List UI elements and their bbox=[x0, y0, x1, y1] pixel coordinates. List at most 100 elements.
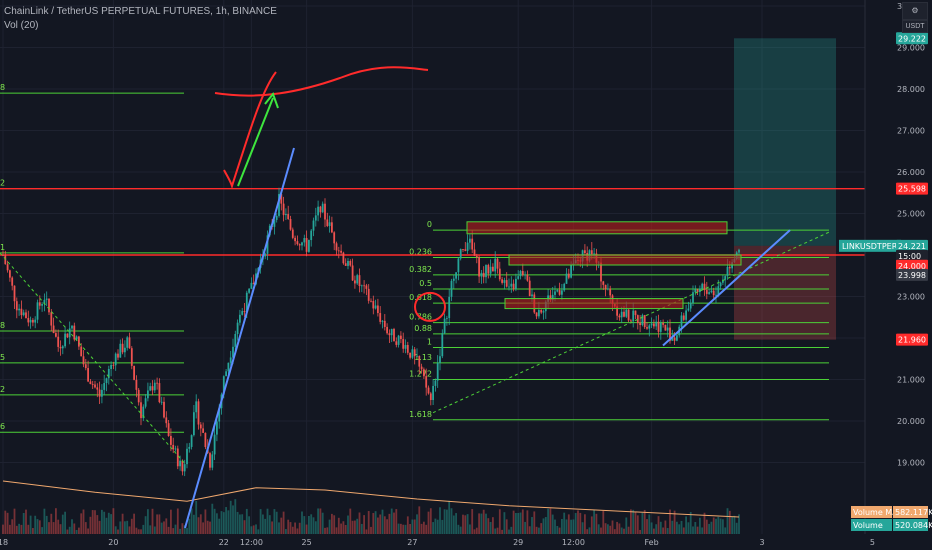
volume-bar bbox=[443, 509, 446, 534]
candle-body bbox=[71, 325, 73, 329]
time-tick-label: 20 bbox=[108, 538, 118, 547]
candle-body bbox=[126, 337, 129, 348]
volume-bar bbox=[268, 515, 271, 534]
volume-bar bbox=[78, 527, 80, 534]
price-tag-label: 23.998 bbox=[898, 271, 926, 280]
volume-bar bbox=[462, 514, 464, 534]
volume-bar bbox=[135, 527, 138, 534]
candle-body bbox=[64, 333, 66, 347]
volume-bar bbox=[13, 508, 16, 534]
candle-body bbox=[218, 408, 221, 422]
candle-body bbox=[319, 206, 322, 213]
candle-body bbox=[347, 260, 349, 266]
candle-body bbox=[616, 306, 618, 316]
fib-label: 0.236 bbox=[409, 247, 432, 256]
candle-body bbox=[298, 244, 301, 246]
volume-bar bbox=[294, 522, 296, 534]
currency-label[interactable]: USDT bbox=[902, 20, 928, 33]
candle-body bbox=[55, 333, 57, 337]
candle-body bbox=[114, 353, 117, 366]
volume-bar bbox=[540, 523, 543, 534]
volume-bar bbox=[388, 513, 391, 534]
volume-bar bbox=[379, 514, 382, 534]
candle-body bbox=[66, 333, 69, 338]
symbol-title: ChainLink / TetherUS PERPETUAL FUTURES, … bbox=[4, 6, 277, 17]
candle-body bbox=[98, 389, 101, 397]
candle-body bbox=[390, 328, 393, 336]
candle-body bbox=[324, 203, 326, 220]
volume-bar bbox=[627, 526, 630, 534]
candle-body bbox=[78, 336, 80, 347]
volume-bar bbox=[321, 512, 324, 534]
volume-bar bbox=[107, 512, 110, 534]
candle-body bbox=[471, 238, 474, 250]
candle-body bbox=[469, 238, 471, 243]
volume-bar bbox=[94, 510, 96, 534]
candle-body bbox=[186, 448, 188, 465]
candle-body bbox=[209, 453, 211, 468]
volume-bar bbox=[250, 526, 253, 534]
candle-body bbox=[84, 364, 87, 369]
volume-bar bbox=[512, 510, 515, 534]
volume-bar bbox=[374, 511, 377, 534]
volume-bar bbox=[673, 510, 676, 534]
candle-body bbox=[278, 194, 280, 216]
volume-bar bbox=[278, 522, 280, 534]
candle-body bbox=[535, 312, 538, 317]
volume-bar bbox=[664, 520, 667, 534]
volume-bar bbox=[439, 507, 441, 534]
volume-bar bbox=[259, 509, 262, 534]
volume-bar bbox=[280, 517, 283, 534]
candle-body bbox=[197, 401, 200, 425]
candle-body bbox=[726, 266, 729, 277]
price-tag bbox=[896, 249, 928, 262]
green-arrow-head bbox=[264, 91, 279, 109]
candle-body bbox=[370, 300, 372, 302]
candle-body bbox=[34, 319, 37, 323]
candle-body bbox=[50, 312, 53, 326]
candle-body bbox=[342, 252, 345, 264]
candle-body bbox=[423, 369, 425, 377]
candle-body bbox=[607, 288, 609, 290]
candle-body bbox=[107, 368, 110, 379]
candle-body bbox=[657, 321, 660, 332]
candle-body bbox=[738, 249, 740, 253]
volume-bar bbox=[301, 511, 303, 534]
volume-bar bbox=[517, 512, 520, 534]
volume-bar bbox=[487, 518, 490, 534]
volume-bar bbox=[558, 527, 561, 534]
volume-indicator-label[interactable]: Vol (20) bbox=[4, 20, 39, 31]
volume-bar bbox=[480, 513, 483, 534]
volume-value-tag bbox=[893, 506, 928, 518]
volume-tag-label: Volume bbox=[853, 521, 883, 530]
settings-icon[interactable]: ⚙ bbox=[902, 2, 928, 20]
volume-bar bbox=[400, 523, 402, 534]
left-dashed-trend bbox=[0, 252, 185, 463]
volume-bar bbox=[494, 528, 497, 534]
volume-bar bbox=[593, 509, 595, 534]
candle-body bbox=[659, 323, 662, 332]
volume-bar bbox=[248, 516, 250, 534]
volume-bar bbox=[634, 512, 637, 534]
volume-bar bbox=[455, 513, 457, 534]
volume-bar bbox=[188, 518, 191, 534]
candle-body bbox=[22, 312, 25, 316]
volume-bar bbox=[390, 508, 393, 534]
volume-bar bbox=[579, 512, 582, 534]
symbol-tag bbox=[839, 239, 901, 252]
volume-bar bbox=[478, 513, 480, 534]
fib-label: 1.618 bbox=[409, 410, 432, 419]
candle-body bbox=[501, 279, 503, 283]
volume-bar bbox=[310, 514, 313, 534]
candle-body bbox=[128, 337, 131, 349]
candle-body bbox=[485, 264, 487, 278]
volume-bar bbox=[542, 518, 545, 534]
candle-body bbox=[73, 325, 76, 340]
volume-bar bbox=[533, 511, 536, 534]
volume-bar bbox=[225, 507, 227, 534]
price-tag bbox=[896, 268, 928, 281]
time-tick-label: 22 bbox=[219, 538, 229, 547]
volume-bar bbox=[607, 524, 609, 534]
candle-body bbox=[489, 266, 492, 274]
